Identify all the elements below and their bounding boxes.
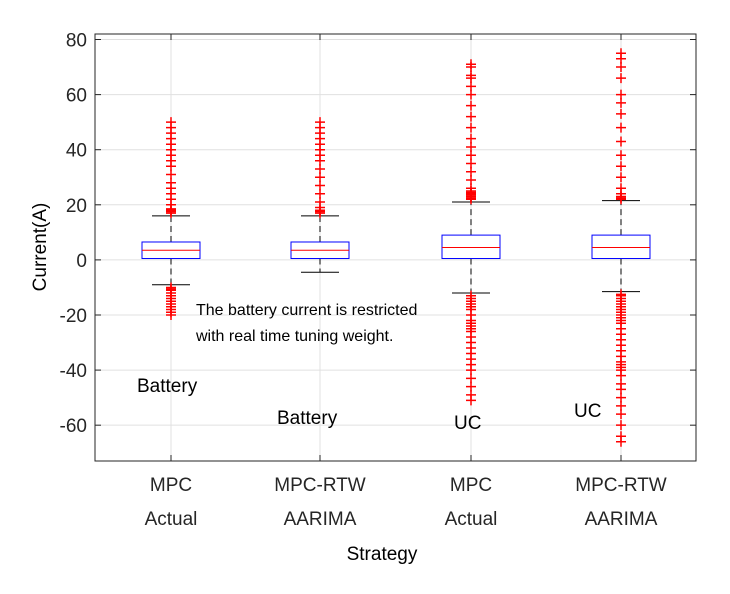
annotation-note-line1: The battery current is restricted [196, 302, 417, 319]
outlier-point [616, 172, 626, 183]
y-tick-label: 60 [66, 86, 87, 107]
box-body [591, 234, 651, 260]
outlier-point [166, 117, 176, 128]
outlier-point [466, 133, 476, 144]
outlier-point [616, 48, 626, 59]
x-tick-sublabel: Actual [145, 509, 198, 530]
outlier-point [466, 100, 476, 111]
x-tick-label: MPC-RTW [274, 475, 366, 496]
annotation-battery-1: Battery [137, 376, 198, 397]
box-1 [141, 117, 201, 320]
annotation-uc-2: UC [574, 401, 601, 422]
outlier-point [616, 409, 626, 420]
y-tick-label: 80 [66, 31, 87, 52]
y-tick-label: -20 [60, 306, 87, 327]
x-tick-sublabel: AARIMA [284, 509, 357, 530]
box-4 [591, 48, 651, 447]
outlier-point [616, 183, 626, 194]
outlier-point [616, 108, 626, 119]
y-axis-ticks: -60 -40 -20 0 20 40 60 80 [60, 31, 696, 437]
x-axis-ticks: MPC Actual MPC-RTW AARIMA MPC Actual MPC-RTW AA… [145, 34, 667, 530]
outlier-point [616, 89, 626, 100]
x-tick-label: MPC [150, 475, 192, 496]
box-3 [441, 59, 501, 406]
x-tick-sublabel: AARIMA [585, 509, 658, 530]
outlier-point [616, 122, 626, 133]
x-tick-label: MPC-RTW [575, 475, 667, 496]
x-axis-title: Strategy [347, 544, 418, 565]
box-body [441, 234, 501, 260]
outlier-point [466, 122, 476, 133]
x-tick-label: MPC [450, 475, 492, 496]
outlier-point [616, 420, 626, 431]
plot-frame [94, 33, 697, 462]
outlier-point [166, 309, 176, 320]
annotation-note-line2: with real time tuning weight. [195, 328, 393, 345]
y-tick-label: 0 [76, 251, 87, 272]
x-tick-sublabel: Actual [445, 509, 498, 530]
outlier-point [466, 59, 476, 70]
box-2 [290, 117, 350, 273]
outlier-point [616, 73, 626, 84]
y-tick-label: 20 [66, 196, 87, 217]
outlier-point [315, 117, 325, 128]
outlier-point [616, 161, 626, 172]
outlier-point [466, 111, 476, 122]
y-tick-label: 40 [66, 141, 87, 162]
y-tick-label: -40 [60, 361, 87, 382]
annotation-battery-2: Battery [277, 408, 338, 429]
box-plots [141, 48, 651, 447]
y-axis-title: Current(A) [30, 203, 51, 292]
y-tick-label: -60 [60, 416, 87, 437]
annotation-uc-1: UC [454, 413, 481, 434]
outlier-point [616, 136, 626, 147]
outlier-point [616, 150, 626, 161]
outlier-point [466, 395, 476, 406]
outlier-point [616, 436, 626, 447]
